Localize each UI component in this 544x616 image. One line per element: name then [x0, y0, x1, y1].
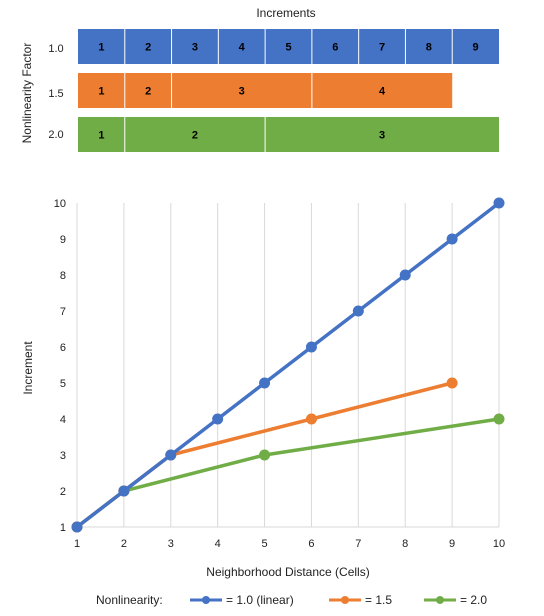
y-tick-label: 7: [60, 306, 66, 318]
series-lines: [71, 197, 505, 533]
increment-bar-label: 7: [379, 42, 385, 54]
data-point: [446, 377, 458, 389]
legend-item-1-5: = 1.5: [329, 593, 392, 607]
x-tick-label: 10: [493, 538, 505, 550]
x-tick-label: 7: [355, 538, 361, 550]
increment-bar-label: 5: [285, 42, 291, 54]
increment-bar-label: 3: [192, 42, 198, 54]
data-point: [212, 413, 224, 425]
data-point: [118, 485, 130, 497]
increment-bar-label: 4: [379, 86, 386, 98]
legend-label: = 1.0 (linear): [226, 593, 294, 607]
legend-item-1-0: = 1.0 (linear): [190, 593, 294, 607]
data-point: [352, 305, 364, 317]
increment-bar-segment: [171, 29, 219, 64]
increments-y-axis-label: Nonlinearity Factor: [20, 43, 34, 144]
increments-title: Increments: [256, 6, 315, 20]
increments-chart: Increments Nonlinearity Factor 1.0 1.5 2…: [20, 6, 499, 152]
data-point: [493, 197, 505, 209]
data-point: [259, 377, 271, 389]
increment-bar-label: 8: [426, 42, 432, 54]
y-tick-label: 2: [60, 486, 66, 498]
factor-label-2-0: 2.0: [48, 129, 63, 141]
increment-bar-segment: [171, 73, 312, 108]
increment-bar-label: 9: [473, 42, 479, 54]
y-tick-labels: 1 2 3 4 5 6 7 8 9 10: [54, 198, 66, 534]
x-tick-label: 2: [121, 538, 127, 550]
legend-title: Nonlinearity:: [96, 593, 163, 607]
increment-bar-label: 4: [239, 42, 246, 54]
increment-bar-label: 1: [98, 42, 104, 54]
y-tick-label: 1: [60, 522, 66, 534]
x-tick-label: 6: [308, 538, 314, 550]
increment-bar-segment: [265, 29, 312, 64]
legend-swatch-marker: [202, 596, 210, 604]
increment-bar-label: 6: [332, 42, 338, 54]
factor-label-1-5: 1.5: [48, 88, 63, 100]
y-axis-label: Increment: [21, 341, 35, 395]
increment-bar-segment: [311, 29, 359, 64]
data-point: [399, 269, 411, 281]
y-tick-label: 5: [60, 378, 66, 390]
x-tick-label: 5: [261, 538, 267, 550]
series-line: [75, 417, 501, 529]
x-tick-label: 3: [168, 538, 174, 550]
increment-bar-label: 2: [192, 130, 198, 142]
increment-bar-segment: [405, 29, 453, 64]
series-line: [75, 201, 501, 529]
increment-bar-segment: [78, 29, 125, 64]
legend-swatch-marker: [436, 596, 444, 604]
data-point: [305, 341, 317, 353]
increment-bar-segment: [124, 73, 172, 108]
data-point: [165, 449, 177, 461]
data-point: [305, 413, 317, 425]
increment-bar-segment: [311, 73, 453, 108]
grid-lines: [76, 203, 500, 527]
data-point: [71, 521, 83, 533]
x-tick-label: 8: [402, 538, 408, 550]
legend-label: = 1.5: [365, 593, 392, 607]
y-tick-label: 8: [60, 270, 66, 282]
increment-bar-label: 3: [379, 130, 385, 142]
increment-bars: 1 2 3 4 5 6 7 8 9 1 2 3 4 1 2 3: [78, 29, 499, 152]
increment-bar-segment: [124, 29, 172, 64]
factor-label-1-0: 1.0: [48, 43, 63, 55]
x-tick-label: 4: [215, 538, 221, 550]
increment-bar-label: 2: [145, 42, 151, 54]
increment-bar-label: 2: [145, 86, 151, 98]
increment-bar-label: 1: [98, 130, 104, 142]
x-tick-label: 9: [449, 538, 455, 550]
y-tick-label: 9: [60, 234, 66, 246]
increment-bar-label: 3: [239, 86, 245, 98]
x-tick-label: 1: [74, 538, 80, 550]
data-point: [259, 449, 271, 461]
data-point: [493, 413, 505, 425]
increment-line-chart: 1 2 3 4 5 6 7 8 9 10 1 2 3 4 5 6 7 8 9 10 Increment Neighb…: [21, 197, 505, 579]
x-tick-labels: 1 2 3 4 5 6 7 8 9 10: [74, 538, 505, 550]
increment-bar-segment: [124, 117, 266, 152]
increment-bar-segment: [358, 29, 406, 64]
legend: Nonlinearity: = 1.0 (linear) = 1.5 = 2.0: [96, 593, 487, 607]
y-tick-label: 6: [60, 342, 66, 354]
increment-bar-segment: [78, 73, 125, 108]
data-point: [446, 233, 458, 245]
y-tick-label: 10: [54, 198, 66, 210]
increment-bar-segment: [265, 117, 499, 152]
y-tick-label: 3: [60, 450, 66, 462]
y-tick-label: 4: [60, 414, 66, 426]
increment-bar-segment: [452, 29, 499, 64]
legend-swatch-marker: [341, 596, 349, 604]
increment-bar-label: 1: [98, 86, 104, 98]
legend-item-2-0: = 2.0: [424, 593, 487, 607]
x-axis-label: Neighborhood Distance (Cells): [206, 565, 369, 579]
legend-label: = 2.0: [460, 593, 487, 607]
increment-bar-segment: [78, 117, 125, 152]
increment-bar-segment: [218, 29, 266, 64]
